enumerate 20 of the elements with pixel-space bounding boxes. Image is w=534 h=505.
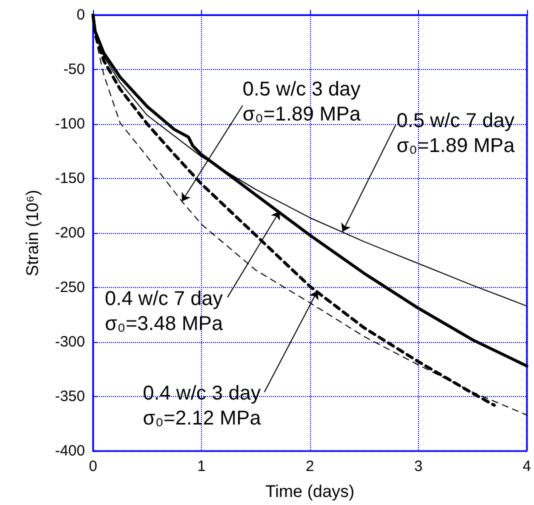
- y-tick-label: -150: [54, 170, 85, 187]
- y-tick-label: -300: [54, 334, 85, 350]
- y-tick-label: -250: [54, 279, 85, 296]
- x-axis-title: Time (days): [265, 482, 354, 501]
- x-tick-label: 4: [522, 458, 531, 475]
- x-tick-label: 3: [414, 458, 423, 475]
- y-tick-label: -350: [54, 388, 85, 405]
- annotation: 0.4 w/c 7 day σ₀=3.48 MPa: [104, 288, 224, 335]
- x-tick-label: 2: [306, 458, 314, 475]
- annotation: 0.5 w/c 3 day σ₀=1.89 MPa: [242, 78, 362, 126]
- y-tick-label: -100: [54, 116, 85, 132]
- y-tick-label: 0: [76, 6, 85, 24]
- x-tick-label: 0: [88, 458, 98, 475]
- annotation: 0.5 w/c 7 day σ₀=1.89 MPa: [396, 110, 516, 158]
- y-tick-label: -400: [54, 442, 85, 460]
- y-axis-title: Strain (10⁶): [23, 190, 42, 276]
- y-tick-label: -200: [54, 224, 85, 242]
- x-tick-label: 1: [197, 458, 206, 475]
- annotation: 0.4 w/c 3 day σ₀=2.12 MPa: [142, 382, 262, 430]
- y-tick-label: -50: [63, 61, 85, 78]
